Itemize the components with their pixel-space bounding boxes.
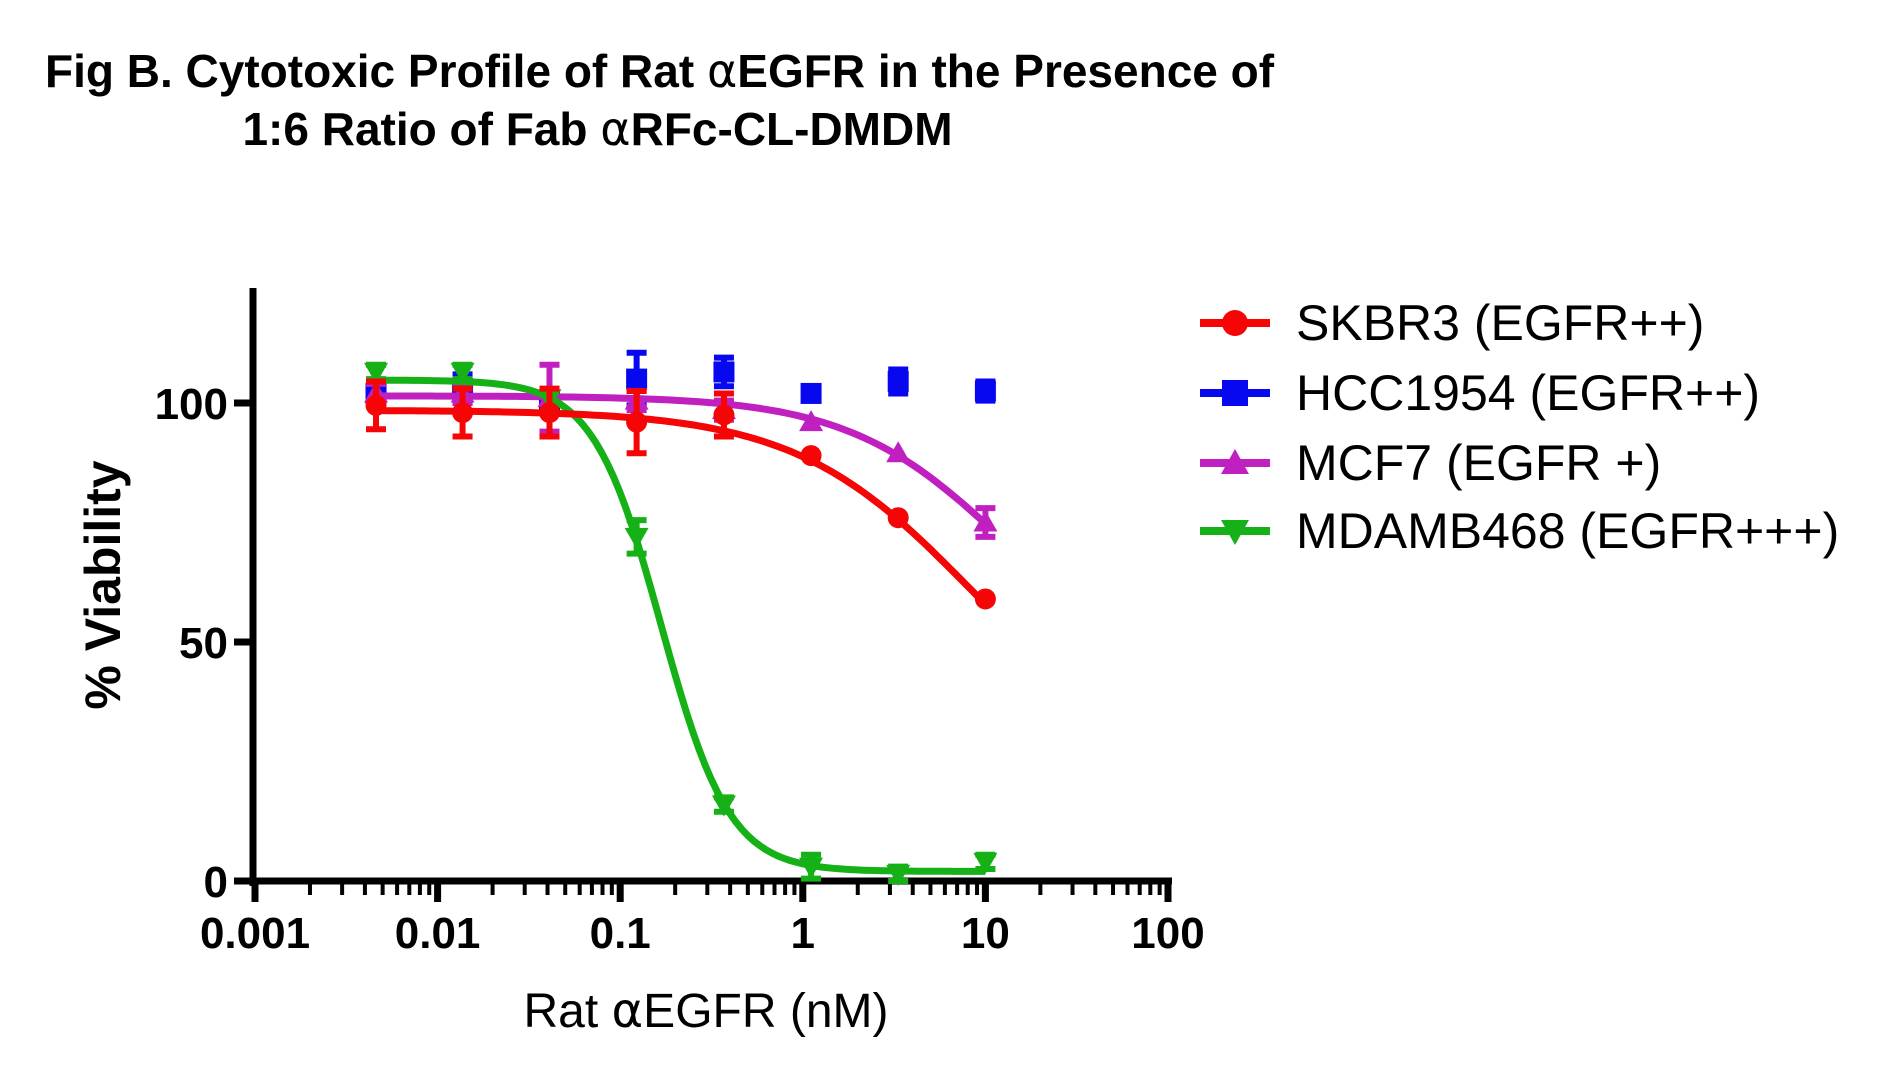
x-title-text: EGFR (nM)	[643, 985, 889, 1038]
title-text: Fig B. Cytotoxic Profile of Rat	[45, 45, 707, 97]
hcc1954-legend-marker	[1200, 380, 1270, 406]
x-tick-label: 1	[791, 909, 815, 958]
mdamb468-marker	[799, 857, 824, 879]
legend-label: SKBR3 (EGFR++)	[1296, 295, 1705, 351]
figure-title-line1: Fig B. Cytotoxic Profile of Rat αEGFR in…	[45, 42, 1274, 100]
hcc1954-marker	[974, 380, 996, 402]
skbr3-curve	[376, 407, 988, 607]
skbr3-marker	[713, 404, 735, 426]
mdamb468-marker	[711, 795, 736, 817]
legend-label: HCC1954 (EGFR++)	[1296, 365, 1761, 421]
hcc1954-legend-symbol	[1222, 380, 1248, 406]
title-text: 1:6 Ratio of Fab	[242, 103, 601, 155]
y-tick-label: 100	[155, 380, 228, 429]
skbr3-marker	[887, 507, 909, 529]
hcc1954-marker	[800, 382, 822, 404]
mcf7-legend-symbol	[1221, 449, 1249, 474]
x-tick-label: 0.01	[395, 909, 481, 958]
x-tick-label: 0.001	[200, 909, 310, 958]
skbr3-marker	[974, 588, 996, 610]
mdamb468-marker	[973, 852, 998, 874]
mcf7-marker	[886, 441, 911, 463]
skbr3-marker	[452, 402, 474, 424]
legend-label: MCF7 (EGFR +)	[1296, 435, 1662, 491]
x-title-text: Rat	[523, 985, 612, 1038]
skbr3-marker	[365, 394, 387, 416]
legend-item-mcf7: MCF7 (EGFR +)	[1198, 433, 1661, 493]
alpha-symbol: α	[611, 983, 644, 1039]
alpha-symbol: α	[706, 44, 738, 98]
legend-item-skbr3: SKBR3 (EGFR++)	[1198, 293, 1704, 353]
skbr3-marker	[626, 411, 648, 433]
legend-item-hcc1954: HCC1954 (EGFR++)	[1198, 363, 1760, 423]
x-tick-label: 100	[1131, 909, 1204, 958]
legend-label: MDAMB468 (EGFR+++)	[1296, 503, 1840, 559]
x-tick-label: 10	[961, 909, 1010, 958]
x-tick-label: 0.1	[590, 909, 651, 958]
legend-item-mdamb468: MDAMB468 (EGFR+++)	[1198, 501, 1839, 561]
title-text: RFc-CL-DMDM	[630, 103, 953, 155]
mdamb468-legend-marker	[1200, 520, 1270, 545]
skbr3-marker	[800, 445, 822, 467]
y-tick-label: 0	[204, 858, 228, 907]
x-axis-title: Rat αEGFR (nM)	[406, 983, 1006, 1039]
mcf7-legend-marker	[1200, 449, 1270, 474]
hcc1954-marker	[626, 368, 648, 390]
alpha-symbol: α	[600, 102, 631, 156]
mdamb468-marker	[364, 362, 389, 384]
mcf7-curve	[376, 392, 988, 527]
hcc1954-marker	[887, 370, 909, 392]
y-axis-title: % Viability	[75, 460, 131, 710]
skbr3-marker	[538, 402, 560, 424]
title-text: EGFR in the Presence of	[737, 45, 1275, 97]
mcf7-marker	[799, 410, 824, 432]
figure-title-line2: 1:6 Ratio of Fab αRFc-CL-DMDM	[45, 100, 1150, 158]
y-tick-label: 50	[179, 619, 228, 668]
mdamb468-marker	[624, 527, 649, 549]
hcc1954-marker	[713, 361, 735, 383]
mdamb468-curve	[376, 376, 986, 875]
mcf7-marker	[973, 510, 998, 532]
skbr3-legend-symbol	[1222, 310, 1248, 336]
mdamb468-marker	[886, 864, 911, 886]
mdamb468-legend-symbol	[1221, 520, 1249, 545]
mdamb468-marker	[450, 362, 475, 384]
figure-title: Fig B. Cytotoxic Profile of Rat αEGFR in…	[45, 42, 1274, 158]
skbr3-legend-marker	[1200, 310, 1270, 336]
